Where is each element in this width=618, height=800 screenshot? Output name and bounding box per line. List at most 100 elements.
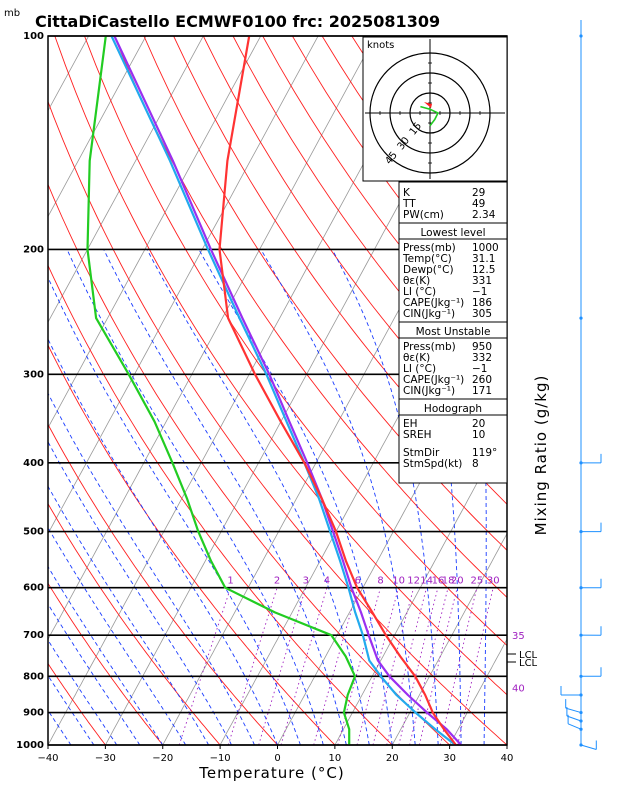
mixing-ratio-line [457, 587, 494, 745]
most-unstable-value: 950 [472, 341, 492, 353]
pressure-tick-label: 200 [23, 244, 44, 255]
mixing-ratio-label: 1 [227, 576, 233, 587]
dry-adiabat-line [48, 344, 336, 745]
hodograph-index-value: 119° [472, 447, 497, 459]
mixing-ratio-label: 8 [377, 576, 383, 587]
wind-barb-dot [579, 710, 583, 715]
moist-adiabat-line [48, 276, 301, 745]
moist-adiabat-line [103, 249, 347, 745]
mixing-ratio-side-label: 40 [512, 684, 525, 695]
wind-barb-shaft [567, 723, 582, 730]
hodograph-index-label: SREH [403, 429, 432, 441]
moist-adiabat-line [48, 485, 210, 745]
mixing-ratio-label: 12 [407, 576, 420, 587]
right-axis-title: Mixing Ratio (g/kg) [532, 375, 550, 536]
index-top-label: K [403, 187, 411, 199]
dry-adiabat-line [48, 100, 507, 745]
mixing-ratio-label: 30 [487, 576, 500, 587]
lowest-level-value: 331 [472, 275, 492, 287]
dewpoint-profile-line [86, 36, 357, 745]
temperature-tick-label: 40 [501, 753, 514, 764]
dry-adiabat-line [48, 662, 106, 745]
x-axis-title: Temperature (°C) [198, 764, 344, 782]
pressure-tick-label: 900 [23, 708, 44, 719]
hodograph-index-value: 10 [472, 429, 485, 441]
mixing-ratio-line [227, 587, 278, 745]
mixing-ratio-label: 2 [274, 576, 280, 587]
lowest-level-label: Dewp(°C) [403, 264, 454, 276]
pressure-tick-label: 800 [23, 671, 44, 682]
isotherm-line [391, 532, 507, 745]
mixing-ratio-label: 16 [432, 576, 445, 587]
temperature-tick-label: −20 [152, 753, 173, 764]
index-top-label: PW(cm) [403, 209, 444, 221]
temperature-tick-label: −30 [95, 753, 116, 764]
moist-adiabat-line [260, 249, 416, 745]
wind-barb-shaft [580, 744, 597, 750]
most-unstable-heading: Most Unstable [416, 326, 491, 338]
hodograph-index-value: 20 [472, 418, 485, 430]
isotherm-line [48, 36, 147, 218]
indices-table: K 29 TT 49 PW(cm) 2.34 Lowest level Press(mb) 10… [398, 181, 508, 484]
pressure-tick-label: 400 [23, 458, 44, 469]
most-unstable-value: 171 [472, 385, 492, 397]
dry-adiabat-line [48, 423, 278, 745]
pressure-tick-label: 700 [23, 630, 44, 641]
isotherm-line [48, 36, 262, 429]
lowest-level-label: Temp(°C) [402, 253, 452, 265]
lcl-label-upper: LCL [519, 650, 538, 661]
lowest-level-heading: Lowest level [420, 227, 485, 239]
most-unstable-label: θε(K) [403, 352, 430, 364]
lowest-level-value: 31.1 [472, 253, 495, 265]
lowest-level-value: 1000 [472, 242, 499, 254]
pressure-unit-label: mb [4, 8, 20, 19]
lowest-level-label: θε(K) [403, 275, 430, 287]
moist-adiabat-line [48, 526, 187, 745]
most-unstable-value: −1 [472, 363, 487, 375]
hodograph-index-label: EH [403, 418, 418, 430]
hodograph-index-label: StmSpd(kt) [403, 458, 462, 470]
hodograph-index-value: 8 [472, 458, 479, 470]
isotherm-line [48, 36, 434, 745]
pressure-tick-label: 1000 [16, 740, 44, 751]
temperature-tick-label: 20 [386, 753, 399, 764]
isotherm-line [48, 36, 376, 641]
index-top-label: TT [402, 198, 416, 210]
lowest-level-value: 305 [472, 308, 492, 320]
isotherm-line [277, 321, 507, 745]
moist-adiabat-line [198, 249, 393, 745]
moist-adiabat-line [146, 249, 370, 745]
mixing-ratio-label: 25 [471, 576, 484, 587]
moist-adiabat-line [66, 249, 324, 745]
wind-barb-shaft [566, 715, 582, 722]
isotherm-line [334, 426, 507, 745]
temperature-tick-labels: −40 −30 −20 −10 0 10 20 30 40 [37, 745, 513, 764]
lowest-level-value: 12.5 [472, 264, 495, 276]
isotherm-line [48, 36, 319, 535]
temperature-tick-label: 30 [443, 753, 456, 764]
mixing-ratio-lines [178, 587, 494, 745]
moist-adiabat-line [48, 603, 141, 745]
mixing-ratio-label: 3 [303, 576, 309, 587]
isotherm-line [48, 36, 204, 323]
dry-adiabat-line [54, 36, 507, 696]
mixing-ratio-line [178, 587, 232, 745]
isotherm-line [48, 36, 89, 112]
dry-adiabat-line [143, 36, 507, 551]
dry-adiabat-line [113, 36, 507, 599]
lcl-markers: LCL LCL [507, 650, 538, 669]
hodograph-trace [420, 105, 440, 127]
pressure-tick-label: 600 [23, 583, 44, 594]
index-top-value: 49 [472, 198, 485, 210]
most-unstable-label: LI (°C) [403, 363, 436, 375]
mixing-ratio-label: 18 [442, 576, 455, 587]
moist-adiabat-line [48, 674, 95, 745]
mixing-ratio-label: 4 [324, 576, 330, 587]
moist-adiabat-line [48, 392, 255, 745]
mixing-ratio-line [409, 587, 449, 745]
hodograph-box-heading: Hodograph [424, 403, 482, 415]
lowest-level-label: Press(mb) [403, 242, 456, 254]
lowest-level-label: CAPE(Jkg⁻¹) [403, 297, 464, 309]
